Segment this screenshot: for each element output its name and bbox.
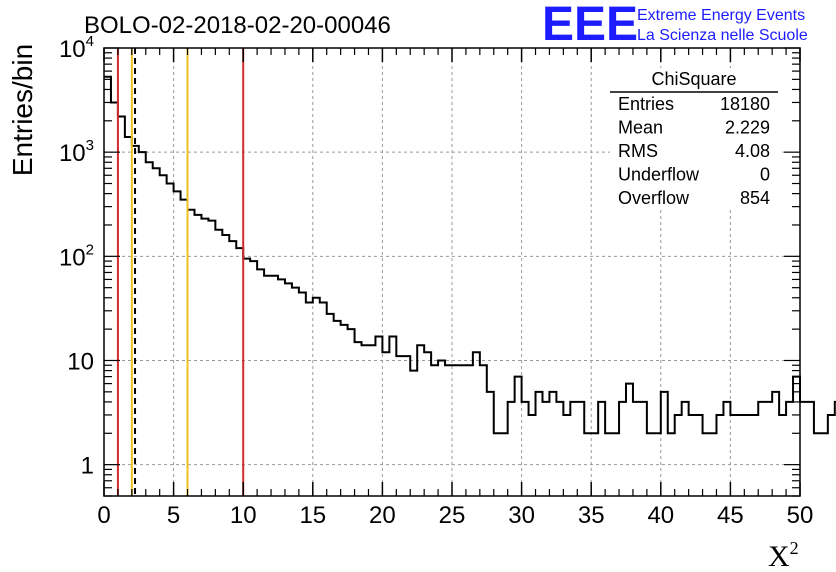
y-tick-label-base: 10 — [59, 140, 86, 167]
stats-rows: Entries 18180 Mean 2.229 RMS 4.08 Underflow 0 Ov… — [618, 94, 770, 208]
x-tick-label: 0 — [97, 502, 110, 529]
stats-row-label: Mean — [618, 118, 663, 138]
x-tick-label: 15 — [299, 502, 326, 529]
stats-row-label: Overflow — [618, 188, 690, 208]
y-tick-label-base: 10 — [59, 244, 86, 271]
plot-title: BOLO-02-2018-02-20-00046 — [84, 12, 391, 39]
x-tick-label: 25 — [439, 502, 466, 529]
stats-title: ChiSquare — [651, 69, 736, 89]
stats-row-value: 18180 — [720, 94, 770, 114]
y-tick-label: 10 — [67, 348, 94, 375]
y-tick-label-exp: 3 — [86, 137, 94, 154]
stats-row-value: 854 — [740, 188, 770, 208]
y-tick-label-exp: 2 — [86, 241, 94, 258]
y-axis-label: Entries/bin — [7, 44, 38, 176]
stats-row-label: Entries — [618, 94, 674, 114]
x-tick-label: 35 — [578, 502, 605, 529]
logo-line2: La Scienza nelle Scuole — [637, 27, 808, 44]
x-axis-label-text: X — [768, 540, 790, 572]
stats-row-value: 2.229 — [725, 118, 770, 138]
reference-lines — [116, 48, 245, 496]
x-tick-label: 40 — [647, 502, 674, 529]
x-tick-label: 5 — [167, 502, 180, 529]
x-tick-label: 45 — [717, 502, 744, 529]
logo-mark: EEE — [542, 0, 638, 51]
x-axis-label: X2 — [768, 538, 799, 572]
x-axis-ticks: 0 5 10 15 20 25 30 35 40 45 50 — [97, 48, 813, 529]
x-tick-label: 30 — [508, 502, 535, 529]
stats-row-label: Underflow — [618, 165, 700, 185]
stats-row-value: 4.08 — [735, 141, 770, 161]
stats-row-label: RMS — [618, 141, 658, 161]
logo-line1: Extreme Energy Events — [637, 7, 805, 24]
stats-box: ChiSquare Entries 18180 Mean 2.229 RMS 4.08 Un… — [610, 68, 780, 208]
x-tick-label: 10 — [230, 502, 257, 529]
y-tick-label-base: 10 — [59, 36, 86, 63]
y-tick-label: 1 — [81, 453, 94, 480]
y-tick-label: 102 — [59, 241, 94, 271]
x-tick-label: 50 — [787, 502, 814, 529]
x-tick-label: 20 — [369, 502, 396, 529]
histogram-series — [104, 75, 836, 435]
y-tick-label: 103 — [59, 137, 94, 167]
stats-row-value: 0 — [760, 165, 770, 185]
y-tick-label-exp: 4 — [86, 33, 94, 50]
y-tick-label: 104 — [59, 33, 94, 63]
x-axis-label-sup: 2 — [790, 538, 799, 558]
